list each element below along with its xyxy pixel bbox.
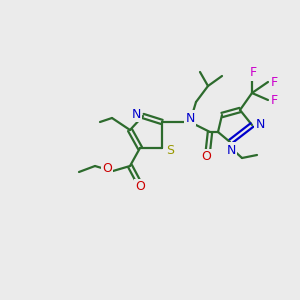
Text: O: O: [135, 181, 145, 194]
Text: O: O: [102, 163, 112, 176]
Text: F: F: [270, 94, 278, 106]
Text: N: N: [226, 143, 236, 157]
Text: N: N: [255, 118, 265, 131]
Text: F: F: [249, 67, 256, 80]
Text: N: N: [131, 107, 141, 121]
Text: S: S: [166, 143, 174, 157]
Text: O: O: [201, 151, 211, 164]
Text: F: F: [270, 76, 278, 88]
Text: N: N: [185, 112, 195, 124]
